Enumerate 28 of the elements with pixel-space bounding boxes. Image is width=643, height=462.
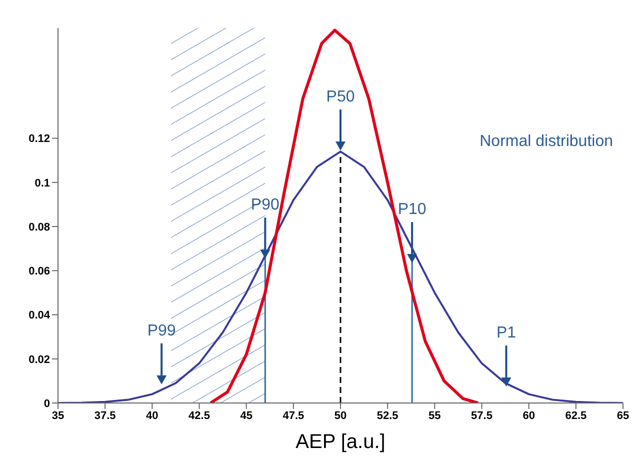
x-tick-label: 57.5 — [471, 410, 492, 422]
annotation: Normal distribution — [480, 133, 613, 151]
x-tick-label: 60 — [522, 410, 535, 422]
annotation: P90 — [250, 196, 280, 214]
y-tick-label: 0.12 — [28, 133, 50, 146]
x-tick-label: 65 — [616, 410, 630, 422]
y-tick-label: 0.1 — [34, 177, 50, 190]
line-series — [209, 28, 480, 403]
x-tick-label: 37.5 — [94, 410, 116, 422]
annotation: P99 — [147, 322, 176, 340]
y-tick-label: 0.08 — [28, 221, 50, 234]
annotation: P10 — [398, 201, 426, 218]
x-tick-label: 62.5 — [565, 410, 587, 422]
x-tick-label: 42.5 — [188, 410, 210, 422]
x-axis-title: AEP [a.u.] — [296, 431, 386, 453]
y-tick-label: 0 — [44, 398, 50, 410]
annotation: P50 — [326, 88, 355, 106]
x-tick-label: 47.5 — [282, 410, 304, 422]
x-tick-label: 55 — [428, 410, 441, 422]
x-tick-label: 52.5 — [376, 410, 398, 422]
annotation: P1 — [496, 324, 516, 342]
x-tick-label: 40 — [146, 410, 158, 422]
x-tick-label: 45 — [240, 410, 252, 422]
y-tick-label: 0.04 — [28, 310, 51, 322]
y-tick-label: 0.02 — [28, 354, 50, 366]
x-tick-label: 35 — [52, 410, 64, 422]
y-tick-label: 0.06 — [28, 266, 50, 278]
x-tick-label: 50 — [334, 410, 347, 422]
